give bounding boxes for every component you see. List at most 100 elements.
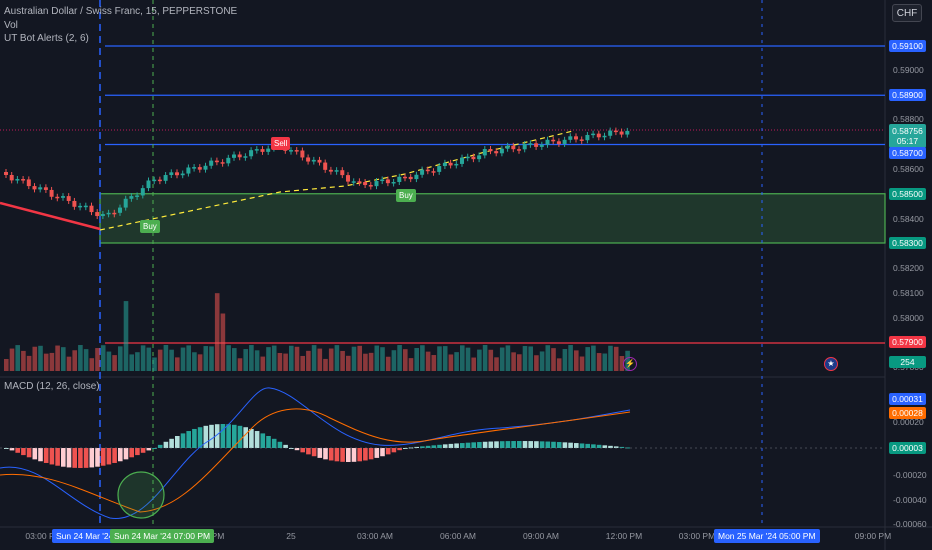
volume-bar: [323, 358, 328, 371]
price-label: 0.58400: [893, 214, 924, 224]
signal-line-tag: 0.00028: [889, 407, 926, 419]
candle-body: [249, 150, 254, 157]
macd-histogram-bar: [192, 428, 197, 448]
candle-body: [300, 150, 305, 158]
volume-bar: [522, 346, 528, 371]
volume-bar: [619, 356, 625, 371]
candle-body: [505, 145, 510, 149]
macd-histogram-bar: [100, 448, 106, 466]
macd-scale-label: 0.00020: [893, 417, 924, 427]
us-flag-icon[interactable]: ★: [824, 357, 838, 371]
macd-histogram-bar: [49, 448, 55, 465]
candle-body: [152, 179, 157, 182]
candle-body: [499, 148, 504, 154]
candle-body: [4, 172, 8, 175]
volume-bar: [277, 352, 283, 371]
candle-body: [579, 139, 584, 141]
currency-selector[interactable]: CHF: [892, 4, 922, 22]
volume-bar: [425, 351, 431, 371]
volume-bar: [471, 357, 476, 371]
macd-histogram-bar: [545, 441, 551, 448]
macd-histogram-bar: [380, 448, 385, 457]
candle-body: [15, 179, 20, 181]
macd-histogram-bar: [15, 448, 20, 453]
candle-body: [625, 130, 630, 135]
price-label: 0.58100: [893, 288, 924, 298]
volume-bar: [585, 347, 590, 371]
macd-histogram-bar: [357, 448, 362, 462]
macd-histogram-bar: [203, 425, 209, 448]
volume-bar: [306, 350, 311, 371]
volume-bar: [403, 349, 408, 371]
volume-legend[interactable]: Vol: [4, 20, 18, 31]
candle-body: [306, 157, 311, 162]
time-label: 25: [286, 531, 296, 541]
macd-histogram-bar: [431, 445, 437, 448]
time-label: 06:00 AM: [440, 531, 476, 541]
macd-histogram-bar: [602, 445, 608, 448]
ut-trailing-stop-line: [0, 201, 101, 231]
candle-body: [317, 159, 322, 163]
macd-histogram-bar: [522, 441, 528, 448]
volume-bar: [328, 348, 334, 371]
volume-bar: [157, 349, 163, 371]
volume-bar: [397, 345, 402, 371]
volume-bar: [163, 345, 169, 371]
buy-signal-label[interactable]: Buy: [396, 189, 416, 202]
macd-histogram-bar: [465, 442, 471, 448]
macd-histogram-bar: [351, 448, 357, 462]
volume-bar: [254, 350, 260, 371]
volume-bar: [300, 355, 305, 371]
volume-bar: [49, 352, 55, 371]
volume-bar: [209, 346, 214, 371]
macd-histogram-bar: [403, 448, 408, 449]
macd-scale-label: -0.00040: [893, 495, 927, 505]
volume-bar: [152, 357, 157, 371]
volume-bar: [26, 355, 32, 371]
macd-histogram-bar: [186, 431, 191, 448]
ut-bot-legend[interactable]: UT Bot Alerts (2, 6): [4, 33, 89, 44]
volume-bar: [197, 354, 203, 371]
demand-zone: [99, 193, 886, 244]
sell-signal-label[interactable]: Sell: [271, 137, 291, 150]
macd-legend[interactable]: MACD (12, 26, close): [4, 381, 100, 392]
macd-histogram-bar: [579, 443, 585, 448]
symbol-title[interactable]: Australian Dollar / Swiss Franc, 15, PEP…: [4, 6, 238, 17]
macd-histogram-bar: [163, 441, 169, 448]
lightning-icon[interactable]: ⚡: [623, 357, 637, 371]
macd-histogram-bar: [157, 444, 163, 448]
macd-histogram-bar: [209, 424, 214, 448]
candle-body: [385, 179, 390, 184]
volume-bar: [43, 353, 49, 371]
highlight-circle: [117, 471, 165, 519]
macd-histogram-bar: [385, 448, 391, 455]
volume-bar: [146, 347, 152, 371]
macd-histogram-bar: [129, 448, 134, 458]
volume-bar: [545, 345, 551, 371]
candle-body: [78, 205, 83, 208]
macd-histogram-bar: [146, 448, 152, 451]
candle-body: [511, 145, 516, 150]
volume-bar: [505, 345, 511, 371]
candle-body: [32, 186, 37, 190]
volume-bar: [568, 345, 573, 371]
volume-bar: [249, 345, 254, 371]
level-tag-58700: 0.58700: [889, 147, 926, 159]
volume-bar: [579, 356, 585, 371]
time-label: 03:00 P: [25, 531, 55, 541]
macd-histogram-bar: [625, 447, 630, 449]
macd-histogram-bar: [249, 428, 254, 448]
buy-signal-label[interactable]: Buy: [140, 220, 160, 233]
volume-bar: [562, 349, 568, 371]
volume-bar: [9, 348, 15, 371]
candle-body: [454, 163, 459, 166]
macd-histogram-bar: [328, 448, 334, 461]
candle-body: [351, 181, 356, 183]
volume-bar: [140, 345, 146, 371]
macd-histogram-bar: [477, 442, 482, 448]
volume-bar: [283, 353, 288, 371]
candle-body: [363, 182, 368, 186]
candle-body: [420, 169, 425, 175]
macd-histogram-bar: [454, 443, 459, 448]
